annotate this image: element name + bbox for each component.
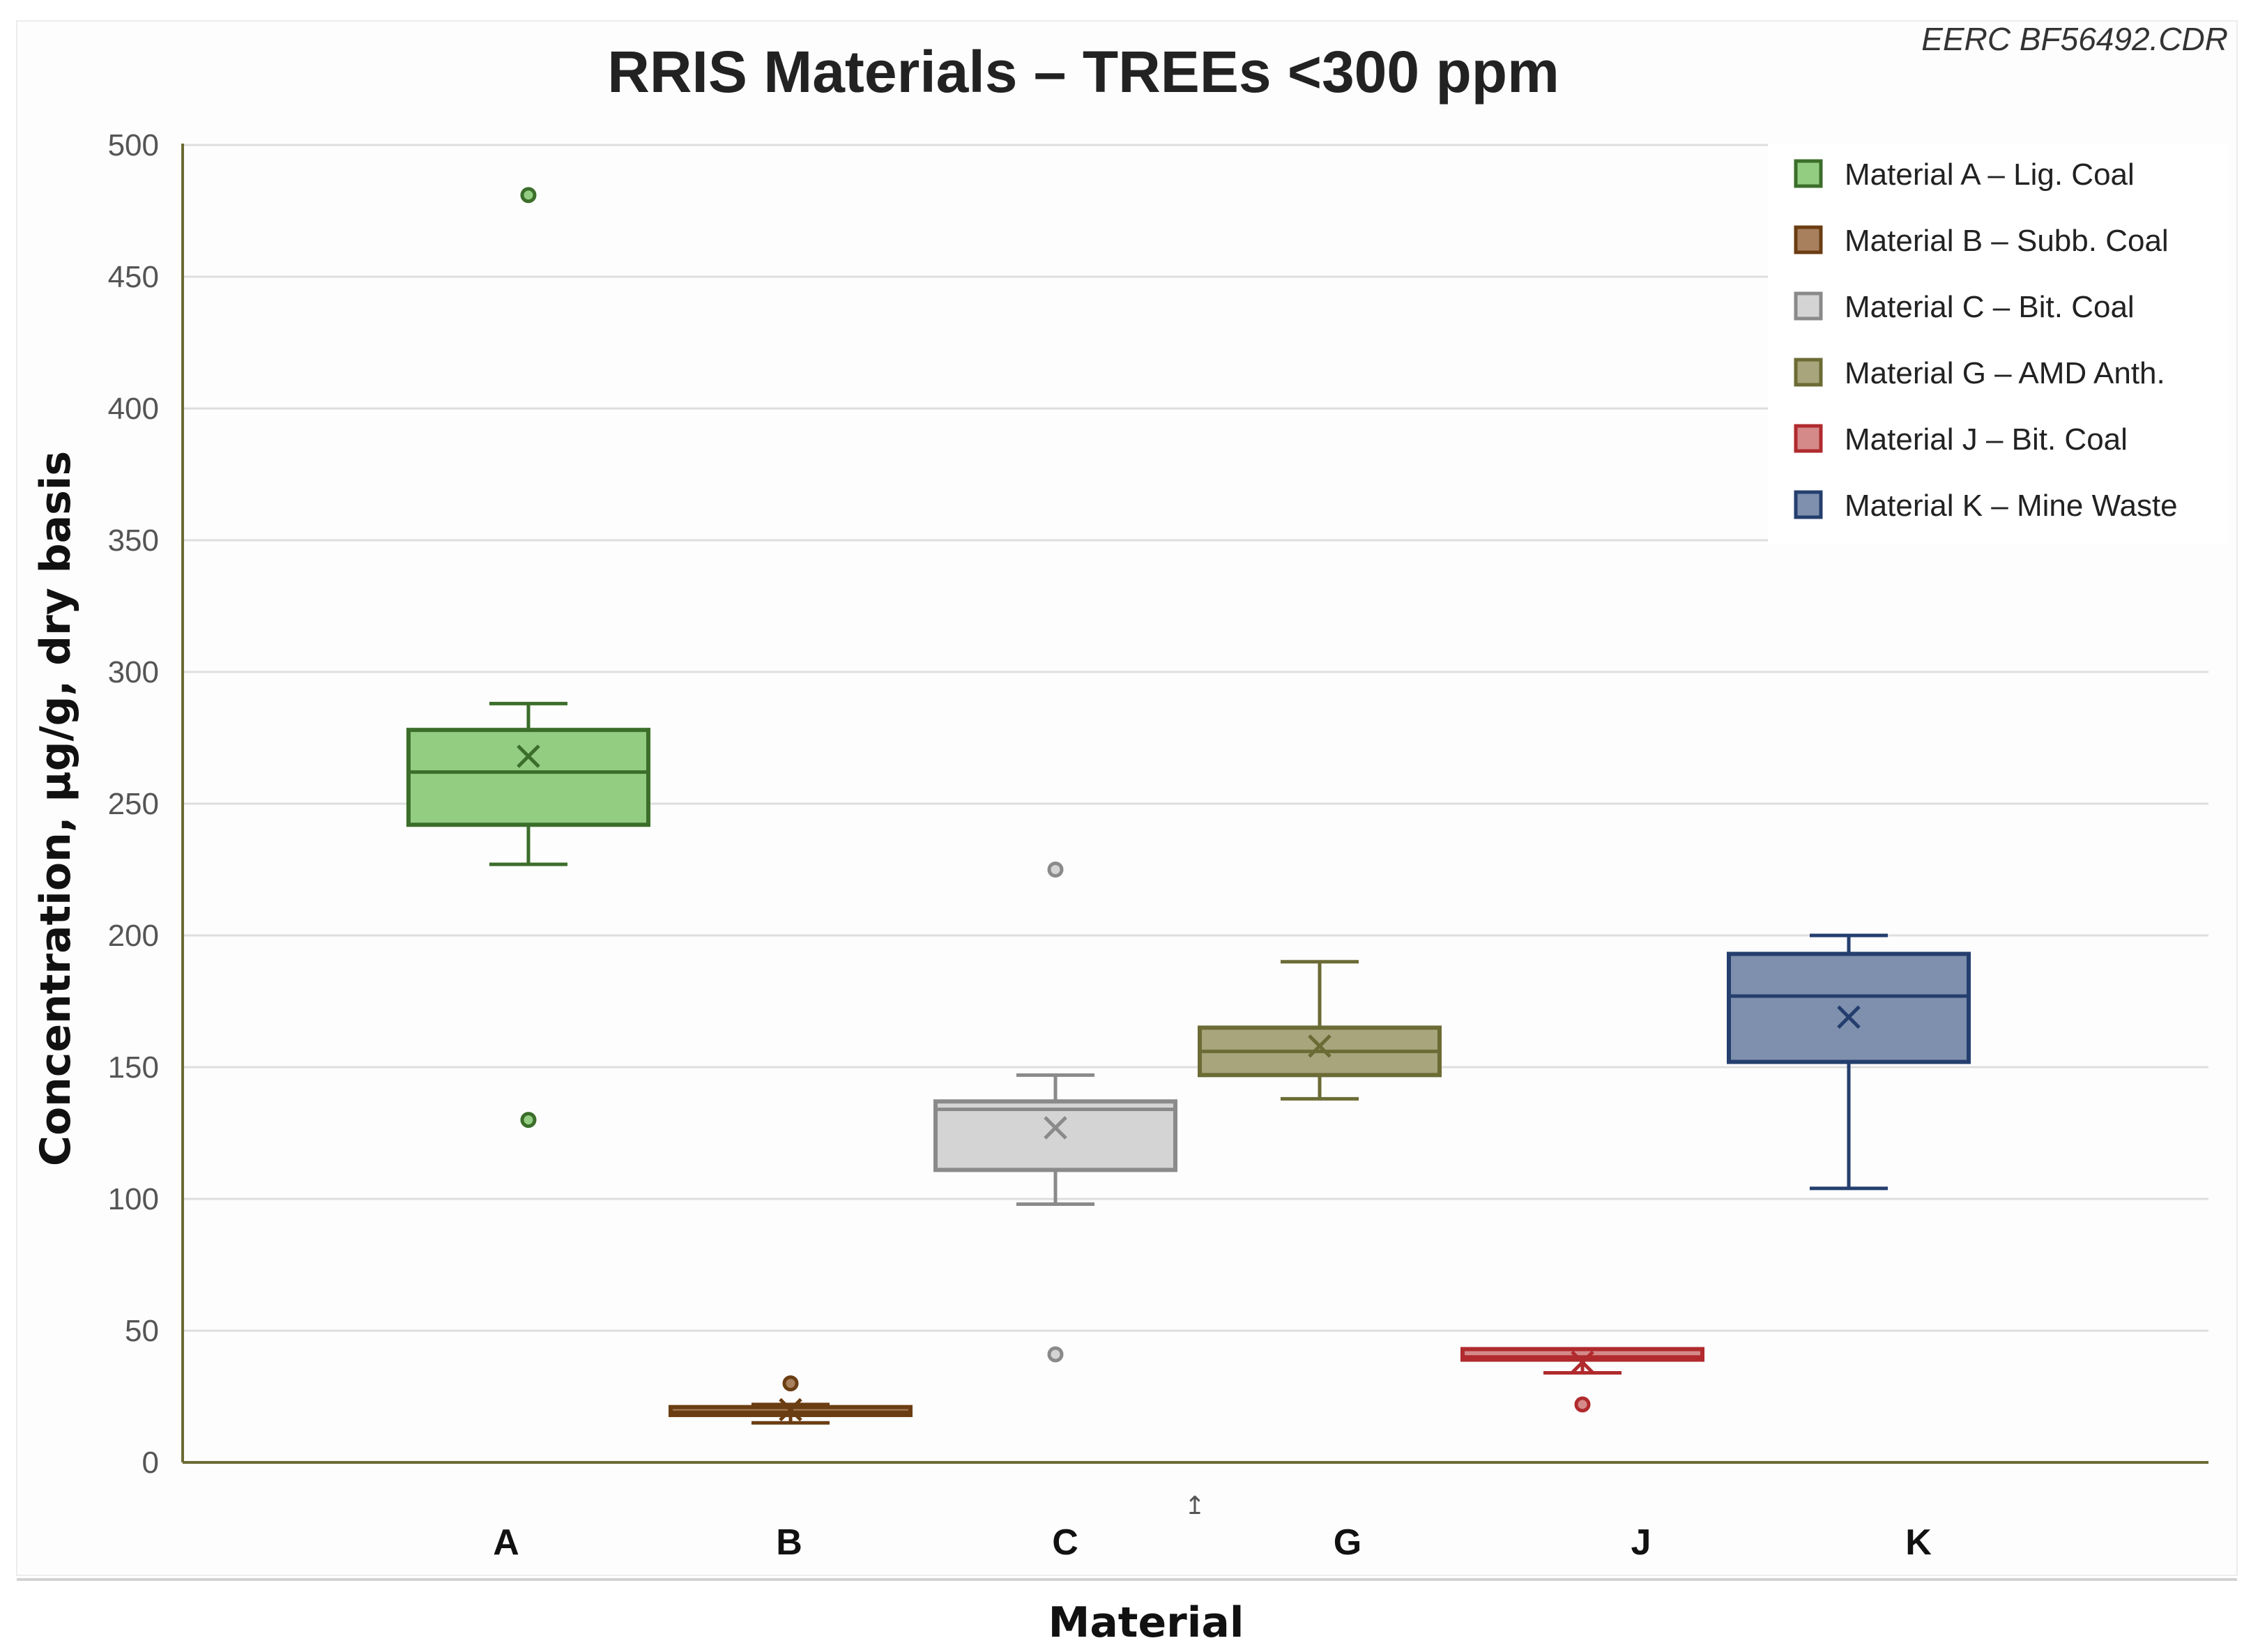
x-tick-label: A <box>493 1522 519 1563</box>
y-tick-label: 400 <box>108 392 159 426</box>
mean-marker <box>1571 1350 1594 1375</box>
legend-label: Material A – Lig. Coal <box>1845 158 2135 192</box>
legend-swatch <box>1794 159 1823 188</box>
y-axis-label: Concentration, µg/g, dry basis <box>31 451 80 1166</box>
box-G <box>1198 960 1442 1101</box>
y-tick-label: 500 <box>108 128 159 162</box>
legend-label: Material C – Bit. Coal <box>1845 290 2135 324</box>
mean-marker <box>1044 1116 1067 1140</box>
legend-swatch <box>1794 291 1823 321</box>
x-tick-label: G <box>1334 1522 1361 1563</box>
box-A <box>406 187 650 1129</box>
y-tick-label: 300 <box>108 655 159 689</box>
y-tick-label: 250 <box>108 787 159 821</box>
legend-swatch <box>1794 490 1823 519</box>
legend-swatch <box>1794 424 1823 453</box>
x-tick-label: K <box>1905 1522 1932 1563</box>
legend-label: Material B – Subb. Coal <box>1845 224 2169 258</box>
iqr-box <box>1727 951 1971 1064</box>
box-series <box>406 187 1971 1425</box>
outlier-point <box>520 187 537 204</box>
legend-swatch <box>1794 358 1823 387</box>
y-tick-label: 350 <box>108 523 159 558</box>
legend-label: Material G – AMD Anth. <box>1845 356 2165 390</box>
y-tick-label: 100 <box>108 1182 159 1216</box>
x-tick-label: J <box>1631 1522 1651 1563</box>
outlier-point <box>1574 1396 1591 1413</box>
chart-title: RRIS Materials – TREEs <300 ppm <box>607 39 1559 105</box>
legend: Material A – Lig. Coal Material B – Subb.… <box>1768 144 2228 544</box>
outlier-point <box>1047 862 1064 878</box>
y-tick-label: 50 <box>125 1314 159 1348</box>
figure-credit: EERC BF56492.CDR <box>1921 21 2228 57</box>
legend-background <box>1768 144 2228 544</box>
iqr-box <box>406 728 650 827</box>
box-C <box>933 862 1177 1363</box>
legend-label: Material K – Mine Waste <box>1845 489 2178 523</box>
box-J <box>1460 1347 1704 1413</box>
y-tick-label: 150 <box>108 1050 159 1085</box>
y-tick-label: 0 <box>142 1446 159 1480</box>
mean-marker <box>1308 1034 1331 1058</box>
outlier-point <box>520 1112 537 1129</box>
x-axis-label: Material <box>1048 1598 1244 1647</box>
outlier-point <box>1047 1346 1064 1363</box>
stray-mark: ↥ <box>1184 1491 1205 1520</box>
mean-marker <box>1837 1005 1861 1029</box>
y-tick-label: 450 <box>108 260 159 294</box>
box-B <box>669 1375 913 1425</box>
x-tick-label: C <box>1052 1522 1078 1563</box>
box-K <box>1727 933 1971 1191</box>
outlier-point <box>782 1375 799 1392</box>
y-tick-labels: 0 50 100 150 200 250 300 350 400 450 500 <box>108 128 159 1480</box>
x-tick-label: B <box>776 1522 802 1563</box>
legend-label: Material J – Bit. Coal <box>1845 422 2128 457</box>
y-tick-label: 200 <box>108 919 159 953</box>
mean-marker <box>779 1398 802 1422</box>
mean-marker <box>517 744 540 768</box>
iqr-box <box>933 1099 1177 1172</box>
legend-swatch <box>1794 225 1823 254</box>
